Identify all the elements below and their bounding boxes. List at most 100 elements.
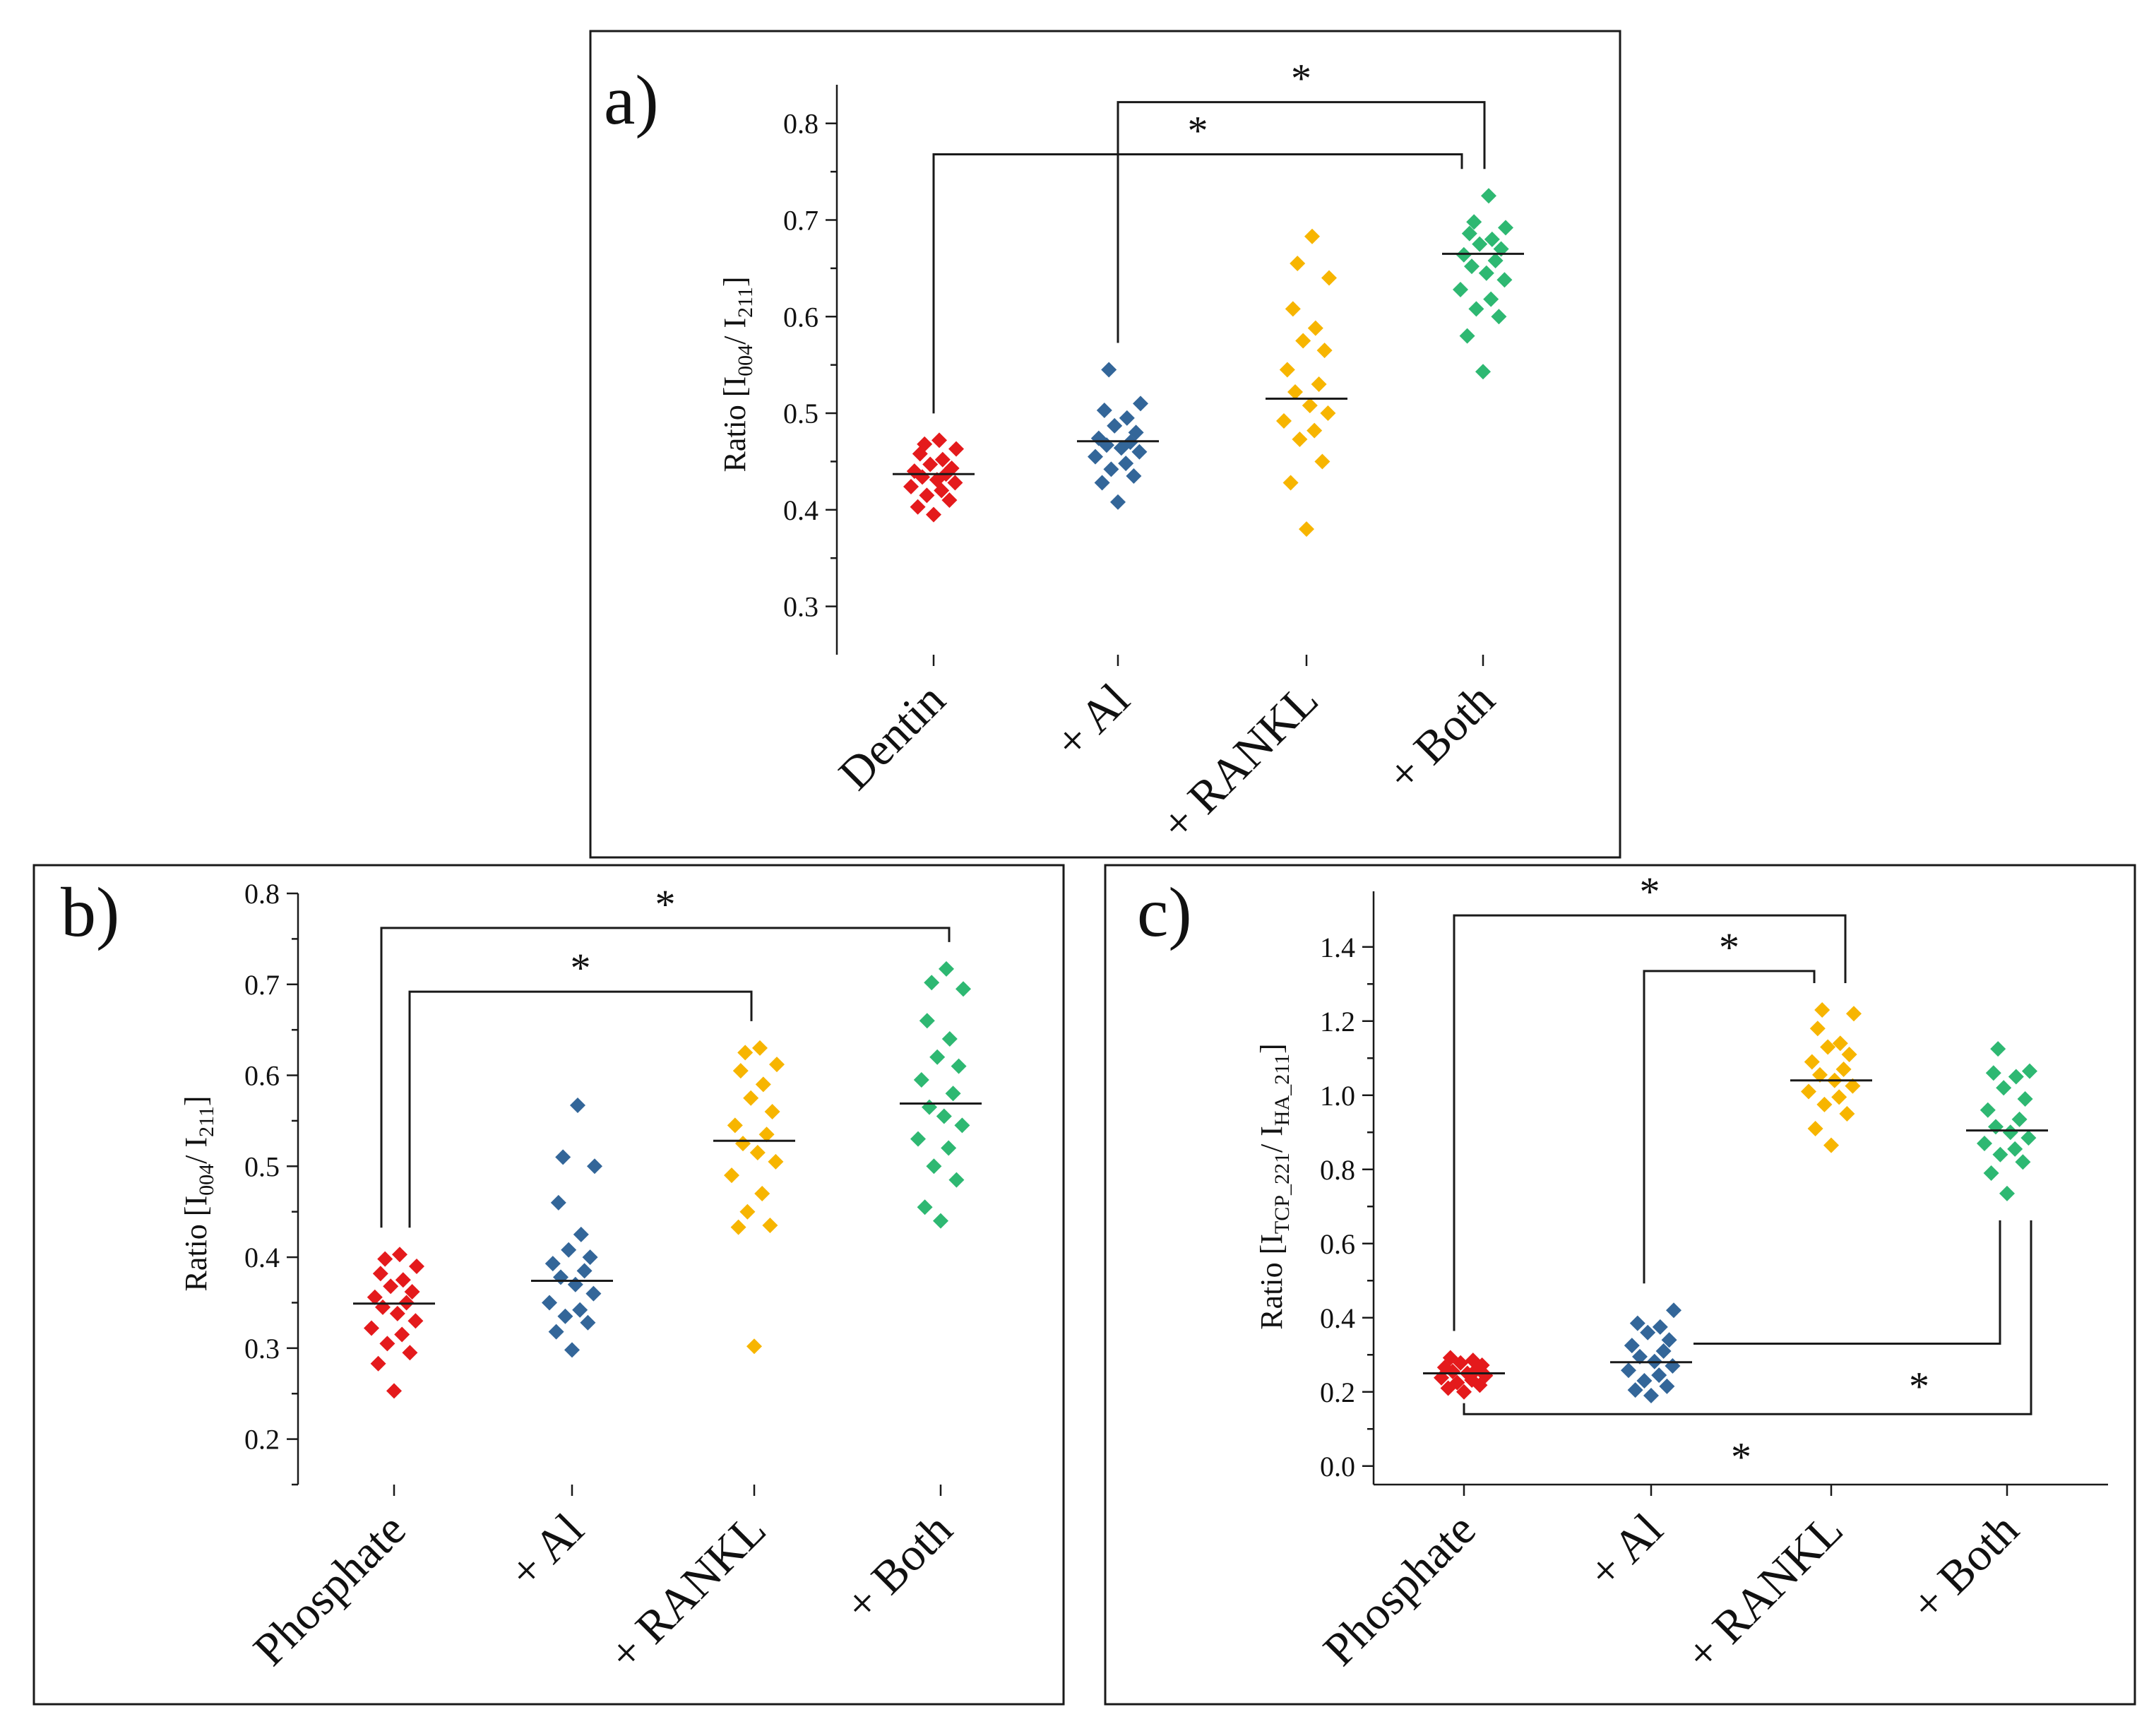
- panel-a-y-title-prefix: Ratio [I: [718, 376, 752, 472]
- data-point: [945, 1086, 961, 1102]
- panel-a-y-title-suffix: ]: [718, 276, 752, 287]
- data-point: [933, 1213, 948, 1229]
- data-point: [573, 1226, 589, 1242]
- y-tick-label: 1.2: [1320, 1006, 1355, 1038]
- data-point: [1832, 1035, 1848, 1052]
- data-point: [548, 1324, 564, 1340]
- data-point: [570, 1098, 585, 1114]
- data-point: [550, 1194, 566, 1211]
- significance-star: *: [571, 945, 591, 991]
- data-point: [1835, 1062, 1852, 1077]
- y-tick-label: 0.6: [1320, 1228, 1355, 1260]
- panel-b-ticks: 0.2 0.3 0.4 0.5 0.6 0.7 0.8: [244, 878, 298, 1486]
- data-point: [582, 1249, 598, 1266]
- panel-b-y-title-sub1: 004: [195, 1164, 218, 1196]
- data-point: [367, 1289, 383, 1305]
- data-point: [1665, 1358, 1681, 1374]
- y-tick-label: 0.6: [244, 1060, 280, 1092]
- data-point: [1316, 343, 1333, 359]
- data-point: [754, 1185, 770, 1201]
- category-label: + Al: [499, 1504, 594, 1598]
- data-point: [1823, 1137, 1839, 1153]
- data-point: [929, 1049, 946, 1065]
- y-tick-label: 0.4: [244, 1242, 280, 1273]
- data-point: [732, 1063, 749, 1079]
- data-point: [580, 1314, 596, 1331]
- data-point: [1632, 1348, 1648, 1365]
- y-tick-label: 0.2: [244, 1424, 280, 1456]
- data-point: [1846, 1006, 1862, 1022]
- category-label: Phosphate: [244, 1504, 415, 1675]
- data-point: [1103, 461, 1119, 477]
- significance-bracket: [1453, 914, 1847, 1331]
- data-point: [1491, 309, 1507, 325]
- y-tick-label: 0.3: [244, 1333, 280, 1365]
- category-label: + Both: [835, 1504, 962, 1631]
- panel-a-ticks: 0.3 0.4 0.5 0.6 0.7 0.8: [783, 108, 837, 623]
- data-point: [1481, 188, 1496, 204]
- data-point: [1484, 231, 1500, 247]
- category-label: + RANKL: [1151, 674, 1328, 850]
- data-point: [951, 1058, 967, 1074]
- data-point: [2011, 1111, 2028, 1127]
- data-point: [1465, 1352, 1481, 1369]
- significance-bracket: [1117, 101, 1486, 343]
- data-point: [1304, 228, 1320, 244]
- panel-b-y-title-prefix: Ratio [I: [179, 1196, 213, 1292]
- panel-a-y-title-mid: / I: [718, 318, 752, 345]
- data-point: [936, 1108, 952, 1124]
- category-label: Phosphate: [1314, 1504, 1485, 1675]
- data-point: [407, 1313, 424, 1329]
- data-point: [922, 456, 939, 472]
- data-point: [1841, 1047, 1857, 1062]
- data-point: [1290, 256, 1306, 272]
- data-point: [1299, 521, 1314, 537]
- data-point: [939, 961, 954, 977]
- data-point: [564, 1342, 580, 1358]
- data-point: [1449, 1374, 1465, 1391]
- data-point: [1643, 1388, 1659, 1403]
- data-point: [1456, 1384, 1472, 1400]
- data-point: [2002, 1124, 2018, 1141]
- data-point: [1655, 1343, 1672, 1359]
- y-tick-label: 1.0: [1320, 1080, 1355, 1112]
- panel-a-brackets: **: [932, 56, 1486, 414]
- category-label: + RANKL: [599, 1504, 775, 1680]
- data-point: [1820, 1039, 1836, 1055]
- data-point: [1661, 1332, 1677, 1348]
- y-tick-label: 0.3: [783, 591, 818, 623]
- data-point: [1659, 1378, 1675, 1394]
- data-point: [409, 1258, 424, 1274]
- data-point: [1096, 402, 1112, 418]
- panel-b-y-title: Ratio [I004/ I211]: [179, 1095, 218, 1291]
- data-point: [768, 1153, 784, 1170]
- significance-star: *: [1731, 1434, 1751, 1480]
- data-point: [561, 1242, 577, 1258]
- data-point: [1629, 1315, 1645, 1331]
- data-point: [1816, 1096, 1833, 1112]
- data-point: [948, 441, 964, 457]
- data-point: [1461, 225, 1477, 242]
- data-point: [377, 1251, 393, 1267]
- panel-c-frame: [1104, 864, 2136, 1706]
- panel-c-y-title: Ratio [ITCP_221/ IHA_211]: [1254, 1043, 1294, 1329]
- data-point: [1094, 475, 1110, 491]
- y-tick-label: 0.5: [244, 1151, 280, 1182]
- significance-bracket: [1693, 1220, 2001, 1345]
- data-point: [724, 1167, 739, 1184]
- data-point: [1636, 1373, 1653, 1389]
- data-point: [2015, 1154, 2031, 1170]
- y-tick-label: 0.8: [1320, 1154, 1355, 1186]
- category-label: + Al: [1578, 1504, 1673, 1598]
- panel-c-y-title-prefix: Ratio [I: [1254, 1234, 1289, 1330]
- significance-star: *: [1291, 56, 1311, 102]
- significance-bracket: [408, 990, 753, 1228]
- panel-b-brackets: **: [380, 881, 951, 1228]
- panel-b-categories: Phosphate + Al + RANKL + Both: [244, 1485, 963, 1680]
- data-point: [941, 1140, 957, 1156]
- y-tick-label: 0.8: [783, 108, 818, 140]
- category-label: + Al: [1045, 674, 1140, 768]
- data-point: [1496, 272, 1513, 288]
- data-point: [1627, 1382, 1643, 1398]
- data-point: [1999, 1185, 2015, 1201]
